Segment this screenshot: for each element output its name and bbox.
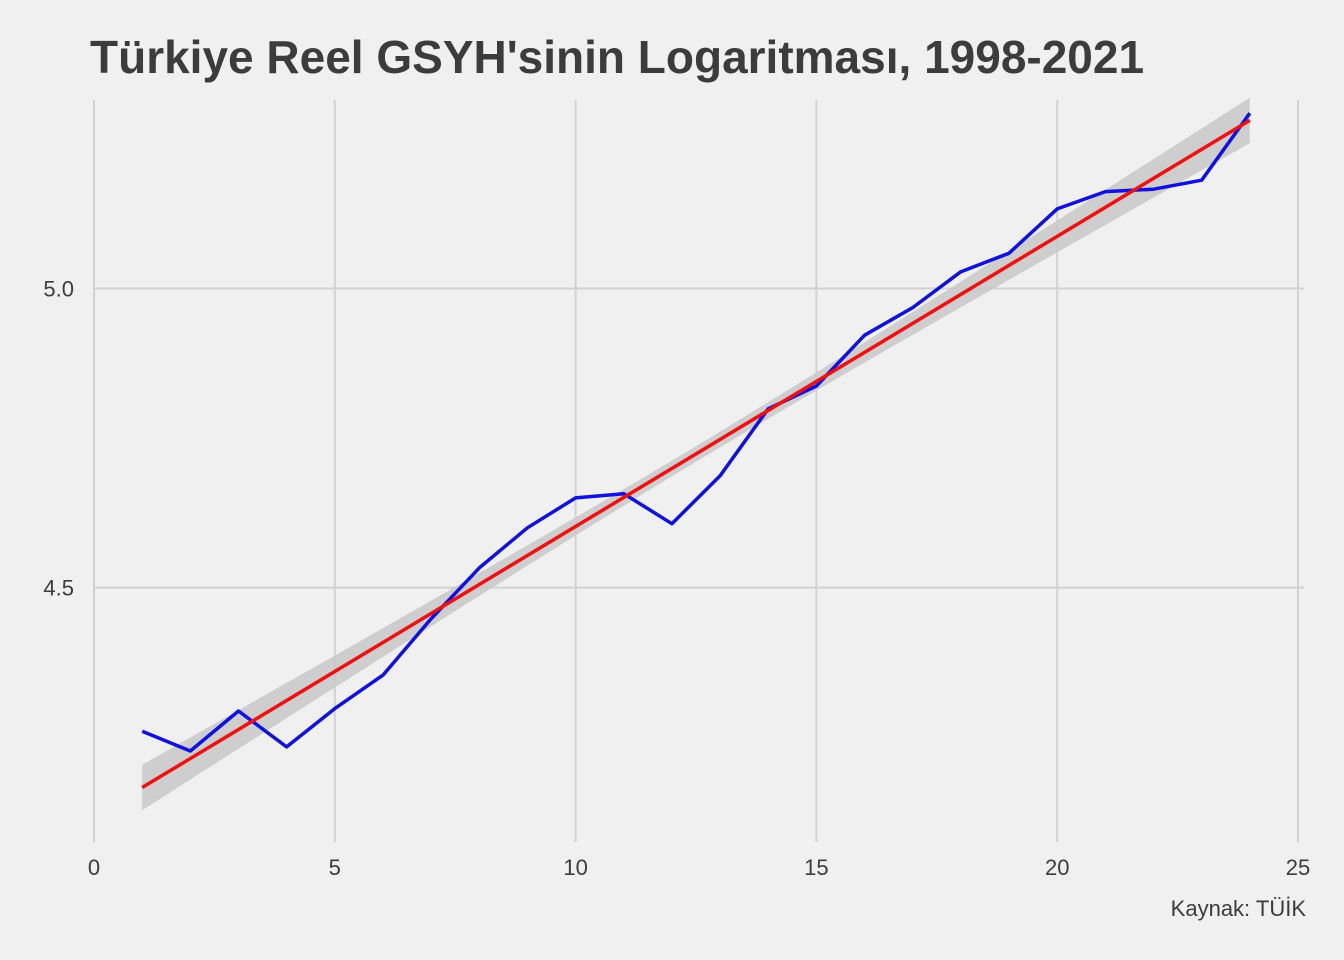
fit-line [141,118,1251,790]
tick-labels: 0 5 10 15 20 25 4.5 5.0 [43,276,1310,880]
grid-lines [93,100,1304,842]
y-tick-label-4.5: 4.5 [43,576,74,601]
x-tick-label-5: 5 [329,855,341,880]
chart-caption: Kaynak: TÜİK [1170,896,1306,921]
series-line-0 [141,112,1252,753]
x-tick-label-0: 0 [88,855,100,880]
chart-title: Türkiye Reel GSYH'sinin Logaritması, 199… [90,31,1145,83]
y-tick-label-5.0: 5.0 [43,276,74,301]
x-tick-label-25: 25 [1286,855,1310,880]
x-tick-label-10: 10 [563,855,587,880]
x-tick-label-20: 20 [1045,855,1069,880]
series-lines [141,112,1252,790]
x-tick-label-15: 15 [804,855,828,880]
